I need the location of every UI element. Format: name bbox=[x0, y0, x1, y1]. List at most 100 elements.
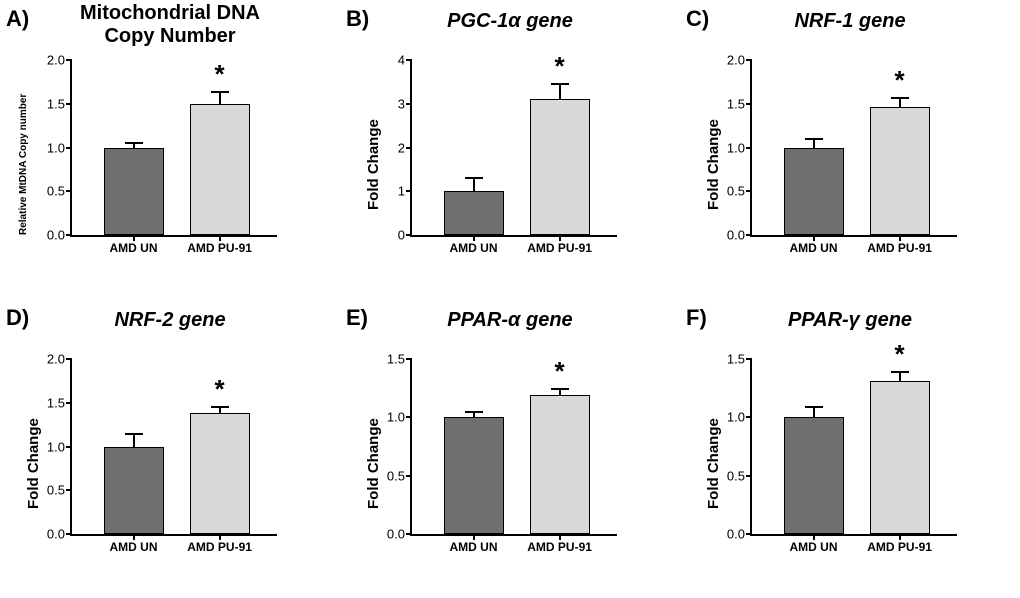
y-axis-label: Fold Change bbox=[705, 418, 722, 509]
ytick bbox=[746, 190, 752, 192]
ytick bbox=[746, 59, 752, 61]
plot-area: 0.00.51.01.52.0AMD UN*AMD PU-91 bbox=[750, 60, 957, 237]
ytick-label: 2.0 bbox=[47, 53, 65, 68]
error-bar bbox=[813, 407, 815, 418]
ytick bbox=[746, 416, 752, 418]
panel-title: PGC-1α gene bbox=[340, 10, 680, 33]
bar-AMD-UN bbox=[784, 417, 844, 534]
y-axis-label: Relative MtDNA Copy number bbox=[18, 93, 29, 234]
ytick-label: 1.0 bbox=[387, 410, 405, 425]
ytick-label: 1 bbox=[398, 184, 405, 199]
error-cap bbox=[211, 91, 229, 93]
y-axis-label: Fold Change bbox=[365, 119, 382, 210]
error-bar bbox=[899, 98, 901, 108]
ytick bbox=[66, 190, 72, 192]
ytick bbox=[406, 59, 412, 61]
significance-marker: * bbox=[895, 65, 905, 96]
ytick bbox=[746, 475, 752, 477]
ytick-label: 1.0 bbox=[727, 140, 745, 155]
error-cap bbox=[551, 83, 569, 85]
xtick-label: AMD PU-91 bbox=[867, 241, 932, 255]
panel-E: E)PPAR-α gene0.00.51.01.5AMD UN*AMD PU-9… bbox=[340, 299, 680, 598]
ytick-label: 2.0 bbox=[727, 53, 745, 68]
ytick bbox=[66, 147, 72, 149]
ytick-label: 0.5 bbox=[727, 184, 745, 199]
ytick-label: 1.5 bbox=[47, 96, 65, 111]
ytick-label: 0.0 bbox=[47, 228, 65, 243]
bar-AMD-PU-91 bbox=[870, 381, 930, 534]
ytick-label: 1.0 bbox=[47, 140, 65, 155]
xtick-label: AMD UN bbox=[110, 540, 158, 554]
bar-AMD-UN bbox=[444, 417, 504, 534]
ytick bbox=[746, 358, 752, 360]
ytick bbox=[66, 103, 72, 105]
error-bar bbox=[473, 178, 475, 191]
ytick-label: 1.5 bbox=[47, 395, 65, 410]
plot-area: 01234AMD UN*AMD PU-91 bbox=[410, 60, 617, 237]
significance-marker: * bbox=[895, 339, 905, 370]
xtick-label: AMD UN bbox=[790, 241, 838, 255]
plot-area: 0.00.51.01.52.0AMD UN*AMD PU-91 bbox=[70, 359, 277, 536]
ytick bbox=[746, 533, 752, 535]
panel-D: D)NRF-2 gene0.00.51.01.52.0AMD UN*AMD PU… bbox=[0, 299, 340, 598]
error-cap bbox=[211, 406, 229, 408]
error-cap bbox=[551, 388, 569, 390]
ytick bbox=[406, 190, 412, 192]
ytick-label: 1.5 bbox=[727, 352, 745, 367]
error-cap bbox=[465, 411, 483, 413]
plot-area: 0.00.51.01.52.0AMD UN*AMD PU-91 bbox=[70, 60, 277, 237]
ytick bbox=[406, 103, 412, 105]
bar-AMD-UN bbox=[104, 148, 164, 236]
ytick bbox=[66, 489, 72, 491]
panel-A: A)Mitochondrial DNA Copy Number0.00.51.0… bbox=[0, 0, 340, 299]
xtick-label: AMD PU-91 bbox=[187, 241, 252, 255]
significance-marker: * bbox=[555, 356, 565, 387]
ytick bbox=[406, 358, 412, 360]
ytick bbox=[406, 147, 412, 149]
ytick-label: 2 bbox=[398, 140, 405, 155]
significance-marker: * bbox=[215, 374, 225, 405]
xtick-label: AMD PU-91 bbox=[527, 241, 592, 255]
plot-area: 0.00.51.01.5AMD UN*AMD PU-91 bbox=[410, 359, 617, 536]
figure-root: A)Mitochondrial DNA Copy Number0.00.51.0… bbox=[0, 0, 1020, 598]
bar-AMD-PU-91 bbox=[190, 413, 250, 534]
ytick bbox=[406, 533, 412, 535]
error-cap bbox=[805, 406, 823, 408]
ytick bbox=[406, 234, 412, 236]
error-bar bbox=[219, 92, 221, 103]
error-cap bbox=[125, 433, 143, 435]
ytick-label: 1.0 bbox=[47, 439, 65, 454]
bar-AMD-UN bbox=[784, 148, 844, 236]
ytick-label: 1.5 bbox=[727, 96, 745, 111]
ytick bbox=[66, 234, 72, 236]
ytick-label: 1.0 bbox=[727, 410, 745, 425]
significance-marker: * bbox=[555, 51, 565, 82]
ytick-label: 0.5 bbox=[47, 184, 65, 199]
ytick-label: 0.0 bbox=[727, 228, 745, 243]
panel-title: NRF-2 gene bbox=[0, 309, 340, 332]
ytick-label: 0.0 bbox=[387, 527, 405, 542]
ytick-label: 3 bbox=[398, 96, 405, 111]
ytick bbox=[746, 147, 752, 149]
panel-title: PPAR-γ gene bbox=[680, 309, 1020, 332]
ytick-label: 4 bbox=[398, 53, 405, 68]
panel-C: C)NRF-1 gene0.00.51.01.52.0AMD UN*AMD PU… bbox=[680, 0, 1020, 299]
ytick bbox=[746, 103, 752, 105]
bar-AMD-PU-91 bbox=[530, 395, 590, 534]
ytick-label: 0.0 bbox=[727, 527, 745, 542]
xtick-label: AMD PU-91 bbox=[527, 540, 592, 554]
ytick-label: 0 bbox=[398, 228, 405, 243]
xtick-label: AMD UN bbox=[450, 540, 498, 554]
ytick-label: 1.5 bbox=[387, 352, 405, 367]
error-bar bbox=[813, 139, 815, 148]
ytick bbox=[66, 446, 72, 448]
error-cap bbox=[891, 97, 909, 99]
panel-title: PPAR-α gene bbox=[340, 309, 680, 332]
bar-AMD-PU-91 bbox=[530, 99, 590, 235]
y-axis-label: Fold Change bbox=[705, 119, 722, 210]
error-cap bbox=[465, 177, 483, 179]
y-axis-label: Fold Change bbox=[365, 418, 382, 509]
ytick bbox=[66, 358, 72, 360]
ytick-label: 0.5 bbox=[727, 468, 745, 483]
significance-marker: * bbox=[215, 59, 225, 90]
